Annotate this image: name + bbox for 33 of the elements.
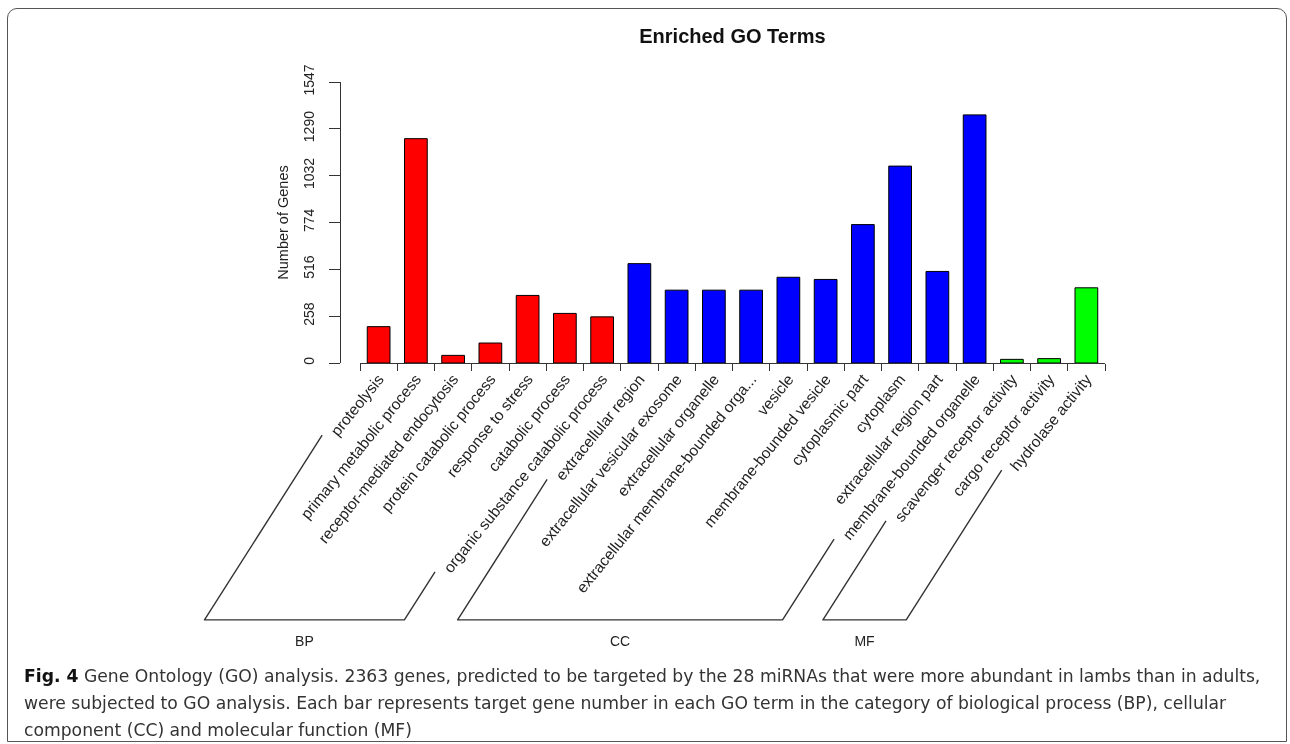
bar: [1000, 358, 1024, 363]
bar: [851, 224, 875, 363]
y-axis-title: Number of Genes: [274, 165, 291, 280]
bar: [1074, 287, 1099, 363]
y-tick-label: 0: [301, 356, 318, 365]
text: MF: [854, 632, 875, 649]
bar: [441, 354, 465, 363]
bar: [404, 138, 428, 363]
bar: [888, 165, 912, 363]
bar: [478, 342, 503, 363]
y-tick-label: 258: [301, 302, 318, 326]
y-tick-label: 1547: [301, 64, 318, 96]
y-tick-label: 1290: [301, 110, 318, 143]
caption: Fig. 4: [24, 666, 79, 686]
bar: [1037, 358, 1061, 363]
bar: [366, 326, 391, 363]
bar: [962, 114, 987, 363]
y-tick-label: 1032: [301, 157, 318, 190]
bar: [627, 263, 652, 363]
y-tick-label: 516: [301, 255, 318, 279]
chart-title: Enriched GO Terms: [639, 25, 826, 47]
bar: [925, 270, 950, 363]
bar: [664, 289, 689, 363]
bar: [515, 294, 540, 363]
y-tick-label: 774: [301, 208, 318, 232]
text: CC: [609, 632, 631, 649]
bar: [776, 276, 801, 363]
bar: [590, 316, 614, 363]
bar: [702, 289, 726, 363]
bar: [813, 278, 838, 363]
text: BP: [295, 632, 314, 649]
bar: [553, 312, 577, 363]
bar: [739, 289, 763, 363]
